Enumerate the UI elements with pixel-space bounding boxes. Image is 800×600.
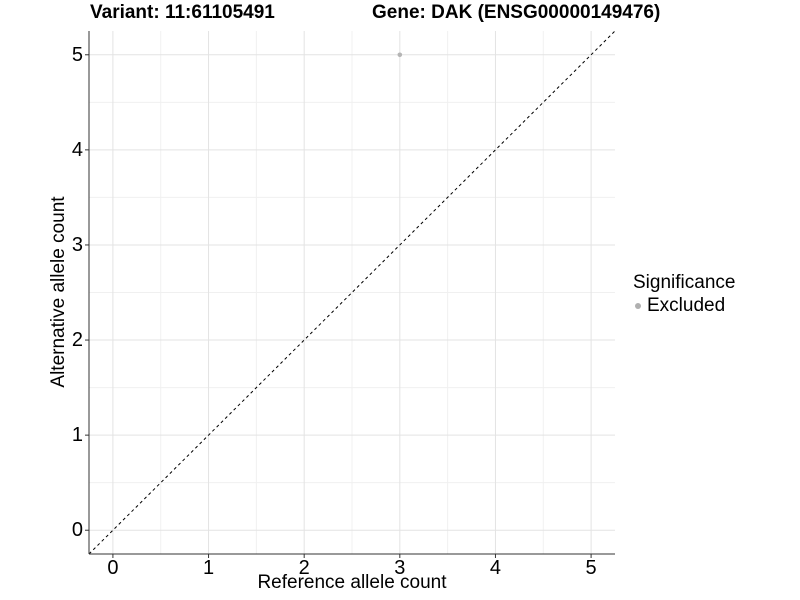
legend-entry-label: Excluded — [647, 295, 726, 316]
data-point — [397, 52, 403, 58]
x-tick-label: 5 — [585, 557, 597, 579]
x-tick-label: 3 — [394, 557, 406, 579]
plot-title-variant: Variant: 11:61105491 — [90, 2, 275, 23]
x-tick-label: 2 — [298, 557, 310, 579]
x-axis-title: Reference allele count — [257, 572, 447, 593]
plot-title-gene: Gene: DAK (ENSG00000149476) — [372, 2, 661, 23]
y-tick-label: 3 — [71, 233, 83, 256]
y-tick-label: 2 — [71, 329, 83, 352]
x-tick-label: 0 — [107, 557, 119, 579]
y-tick-label: 4 — [71, 138, 83, 161]
y-tick-label: 1 — [71, 424, 83, 447]
y-tick-label: 5 — [71, 43, 83, 66]
x-tick-label: 1 — [202, 557, 215, 579]
legend-entry-excluded: Excluded — [632, 295, 735, 316]
x-tick-label: 4 — [489, 557, 502, 579]
y-axis-title: Alternative allele count — [48, 196, 69, 388]
legend-point-icon — [635, 302, 641, 309]
legend: Significance Excluded — [632, 272, 735, 316]
identity-line — [88, 30, 616, 555]
legend-title: Significance — [633, 272, 736, 293]
y-tick-label: 0 — [71, 519, 83, 542]
